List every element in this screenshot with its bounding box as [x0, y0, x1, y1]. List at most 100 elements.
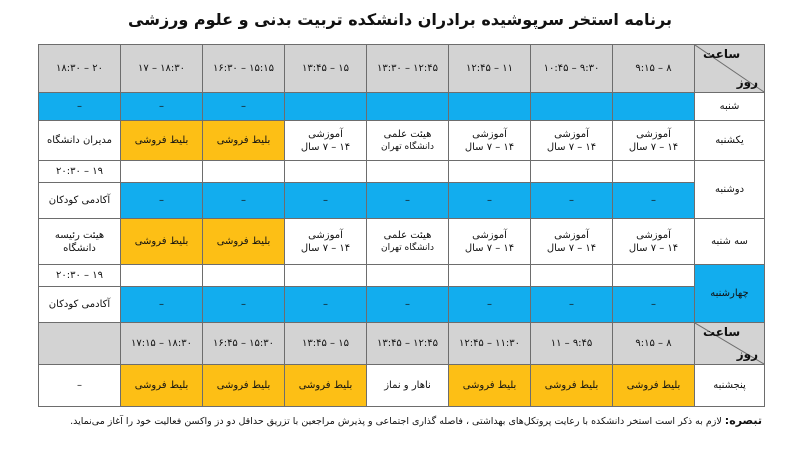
dash-cell: –: [38, 92, 121, 121]
dash-cell: –: [284, 182, 367, 219]
training-cell: آموزشی ۱۴ – ۷ سال: [284, 120, 367, 161]
faculty-label: هیئت علمی: [383, 229, 432, 241]
row-sunday: یکشنبه آموزشی ۱۴ – ۷ سال آموزشی ۱۴ – ۷ سال…: [38, 120, 765, 161]
row-wednesday-sub: – – – – – – – آکادمی کودکان: [38, 286, 765, 323]
empty-cell: [448, 160, 531, 183]
corner-cell: ساعت روز: [694, 322, 765, 365]
dash-cell: –: [38, 364, 121, 407]
dash-cell: –: [120, 92, 203, 121]
training-age: ۱۴ – ۷ سال: [464, 141, 515, 153]
header-row: ساعت روز ۸ – ۹:۱۵ ۹:۳۰ – ۱۰:۴۵ ۱۱ – ۱۲:۴…: [38, 44, 765, 93]
training-age: ۱۴ – ۷ سال: [628, 242, 679, 254]
faculty-cell: هیئت علمی دانشگاه تهران: [366, 120, 449, 161]
footnote-label: تبصره:: [724, 414, 762, 427]
row-monday: دوشنبه ۱۹ – ۲۰:۳۰: [38, 160, 765, 219]
time-slot-header: ۱۱ – ۱۲:۴۵: [448, 44, 531, 93]
time-slot-header: ۱۲:۴۵ – ۱۳:۳۰: [366, 44, 449, 93]
empty-cell: [530, 264, 613, 287]
kids-time-cell: ۱۹ – ۲۰:۳۰: [38, 264, 121, 287]
training-label: آموزشی: [472, 229, 507, 241]
dash-cell: –: [366, 182, 449, 219]
dash-cell: –: [448, 182, 531, 219]
empty-cell: [612, 160, 695, 183]
dash-cell: –: [202, 182, 285, 219]
day-label-saturday: شنبه: [694, 92, 765, 121]
empty-cell: [120, 264, 203, 287]
row-monday-sub: – – – – – – – آکادمی کودکان: [38, 182, 765, 219]
empty-cell: [366, 92, 449, 121]
time-slot-header: ۱۱:۳۰ – ۱۲:۴۵: [448, 322, 531, 365]
board-university: دانشگاه: [63, 242, 96, 254]
training-cell: آموزشی ۱۴ – ۷ سال: [448, 218, 531, 265]
row-wednesday: چهارشنبه ۱۹ – ۲۰:۳۰: [38, 264, 765, 323]
corner-day-label: روز: [736, 75, 758, 89]
board-cell: هیئت رئیسه دانشگاه: [38, 218, 121, 265]
empty-cell: [284, 160, 367, 183]
training-age: ۱۴ – ۷ سال: [546, 141, 597, 153]
ticket-sale-cell: بلیط فروشی: [202, 218, 285, 265]
corner-cell: ساعت روز: [694, 44, 765, 93]
dash-cell: –: [530, 182, 613, 219]
ticket-sale-cell: بلیط فروشی: [202, 120, 285, 161]
empty-cell: [530, 160, 613, 183]
footnote-text: لازم به ذکر است استخر دانشکده با رعایت پ…: [70, 416, 722, 427]
training-label: آموزشی: [554, 128, 589, 140]
footnote: تبصره: لازم به ذکر است استخر دانشکده با …: [36, 414, 762, 427]
time-slot-header: ۱۸:۳۰ – ۱۷: [120, 44, 203, 93]
ticket-sale-cell: بلیط فروشی: [612, 364, 695, 407]
empty-cell: [612, 92, 695, 121]
empty-cell: [448, 92, 531, 121]
dash-cell: –: [612, 182, 695, 219]
time-slot-header: ۱۸:۳۰ – ۱۷:۱۵: [120, 322, 203, 365]
day-label-thursday: پنجشنبه: [694, 364, 765, 407]
time-slot-header: ۱۵:۳۰ – ۱۶:۴۵: [202, 322, 285, 365]
empty-cell: [284, 92, 367, 121]
dash-cell: –: [448, 286, 531, 323]
training-age: ۱۴ – ۷ سال: [300, 242, 351, 254]
time-slot-header: ۱۲:۴۵ – ۱۳:۴۵: [366, 322, 449, 365]
time-slot-header: ۲۰ – ۱۸:۳۰: [38, 44, 121, 93]
ticket-sale-cell: بلیط فروشی: [530, 364, 613, 407]
row-thursday: پنجشنبه بلیط فروشی بلیط فروشی بلیط فروشی…: [38, 364, 765, 407]
training-label: آموزشی: [308, 128, 343, 140]
time-slot-header: ۱۵ – ۱۳:۴۵: [284, 322, 367, 365]
time-slot-header: [38, 322, 121, 365]
training-cell: آموزشی ۱۴ – ۷ سال: [612, 120, 695, 161]
faculty-university: دانشگاه تهران: [380, 141, 435, 152]
time-slot-header: ۱۵:۱۵ – ۱۶:۳۰: [202, 44, 285, 93]
training-cell: آموزشی ۱۴ – ۷ سال: [448, 120, 531, 161]
dash-cell: –: [612, 286, 695, 323]
training-cell: آموزشی ۱۴ – ۷ سال: [530, 218, 613, 265]
corner-time-label: ساعت: [703, 325, 741, 339]
training-cell: آموزشی ۱۴ – ۷ سال: [284, 218, 367, 265]
training-label: آموزشی: [636, 128, 671, 140]
day-label-tuesday: سه شنبه: [694, 218, 765, 265]
training-cell: آموزشی ۱۴ – ۷ سال: [530, 120, 613, 161]
kids-academy-cell: آکادمی کودکان: [38, 182, 121, 219]
corner-diagonal: [695, 45, 764, 92]
board-label: هیئت رئیسه: [54, 229, 105, 241]
ticket-sale-cell: بلیط فروشی: [202, 364, 285, 407]
faculty-cell: هیئت علمی دانشگاه تهران: [366, 218, 449, 265]
managers-cell: مدیران دانشگاه: [38, 120, 121, 161]
empty-cell: [202, 264, 285, 287]
ticket-sale-cell: بلیط فروشی: [120, 218, 203, 265]
time-slot-header: ۹:۳۰ – ۱۰:۴۵: [530, 44, 613, 93]
day-label-sunday: یکشنبه: [694, 120, 765, 161]
time-slot-header: ۸ – ۹:۱۵: [612, 322, 695, 365]
corner-diagonal: [695, 323, 764, 364]
ticket-sale-cell: بلیط فروشی: [120, 120, 203, 161]
training-cell: آموزشی ۱۴ – ۷ سال: [612, 218, 695, 265]
dash-cell: –: [530, 286, 613, 323]
ticket-sale-cell: بلیط فروشی: [448, 364, 531, 407]
empty-cell: [366, 264, 449, 287]
dash-cell: –: [202, 286, 285, 323]
empty-cell: [120, 160, 203, 183]
schedule-table: ساعت روز ۸ – ۹:۱۵ ۹:۳۰ – ۱۰:۴۵ ۱۱ – ۱۲:۴…: [38, 44, 765, 407]
training-label: آموزشی: [472, 128, 507, 140]
row-tuesday: سه شنبه آموزشی ۱۴ – ۷ سال آموزشی ۱۴ – ۷ سا…: [38, 218, 765, 265]
corner-day-label: روز: [736, 347, 758, 361]
training-label: آموزشی: [636, 229, 671, 241]
corner-time-label: ساعت: [703, 47, 741, 61]
empty-cell: [366, 160, 449, 183]
